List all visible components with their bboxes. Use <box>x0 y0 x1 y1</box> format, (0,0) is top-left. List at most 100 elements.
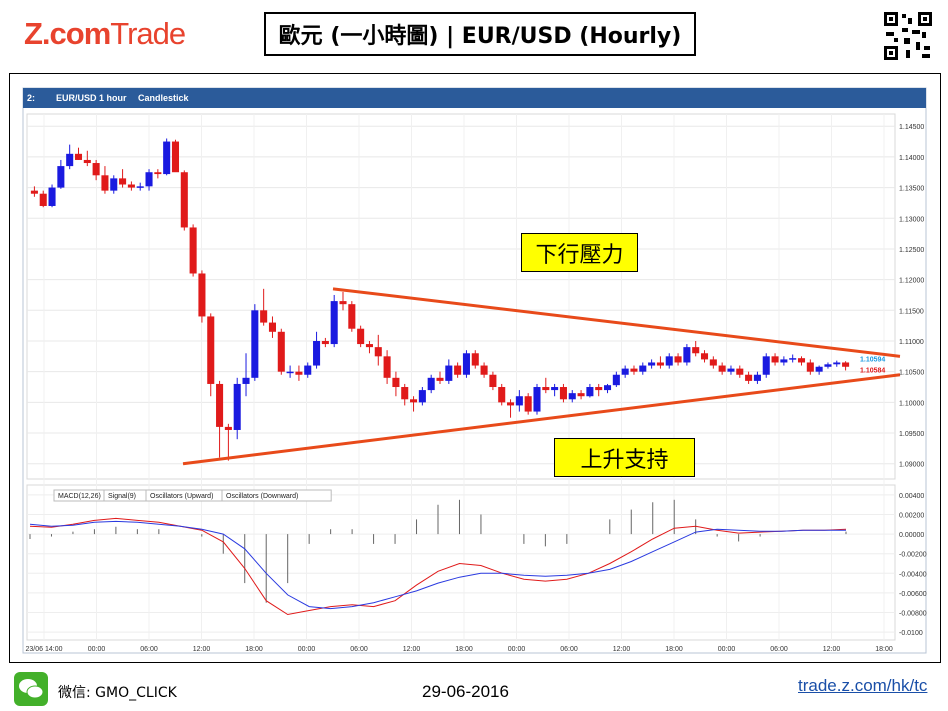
price-tick-label: 1.09000 <box>899 462 924 469</box>
website-link[interactable]: trade.z.com/hk/tc <box>798 676 928 695</box>
candle-body <box>727 368 735 372</box>
candle-body <box>383 356 391 378</box>
candle-body <box>833 362 841 365</box>
candle-body <box>762 356 770 375</box>
candle-body <box>39 193 47 206</box>
indicator-legend-label: Signal(9) <box>108 493 136 500</box>
candle-body <box>233 383 241 430</box>
candle-body <box>277 331 285 372</box>
time-tick-label: 06:00 <box>770 646 788 653</box>
candle-body <box>66 153 74 167</box>
time-tick-label: 00:00 <box>718 646 736 653</box>
time-tick-label: 12:00 <box>823 646 841 653</box>
candle-body <box>392 377 400 388</box>
candle-body <box>348 304 356 329</box>
resistance-trendline <box>332 287 901 358</box>
macd-tick-label: -0.0100 <box>899 630 923 637</box>
candle-body <box>577 393 585 397</box>
candle-body <box>251 310 259 378</box>
time-tick-label: 00:00 <box>88 646 106 653</box>
candle-body <box>445 365 453 381</box>
time-tick-label: 00:00 <box>508 646 526 653</box>
candle-body <box>295 371 303 375</box>
candle-body <box>745 374 753 381</box>
candle-body <box>780 359 788 363</box>
candle-body <box>507 402 515 406</box>
indicator-legend-label: Oscillators (Downward) <box>226 493 298 500</box>
candle-body <box>559 387 567 400</box>
price-tick-label: 1.12000 <box>899 278 924 285</box>
candle-body <box>815 366 823 372</box>
toolbar-label: EUR/USD <box>56 93 97 103</box>
candle-body <box>410 399 418 403</box>
candle-body <box>692 347 700 354</box>
candle-body <box>586 387 594 397</box>
candle-body <box>797 358 806 363</box>
indicator-legend-label: MACD(12,26) <box>58 493 101 500</box>
candle-body <box>656 362 664 366</box>
candle-body <box>110 178 118 191</box>
macd-line <box>29 517 847 616</box>
candle-body <box>268 322 276 332</box>
time-tick-label: 18:00 <box>665 646 683 653</box>
candle-body <box>180 172 188 228</box>
ask-price-label: 1.10594 <box>860 356 885 363</box>
candle-body <box>198 273 206 317</box>
toolbar-label: 1 hour <box>99 93 127 103</box>
time-tick-label: 00:00 <box>298 646 316 653</box>
candle-body <box>824 364 832 367</box>
candle-body <box>480 365 488 375</box>
candle-body <box>127 184 135 188</box>
candle-body <box>374 347 382 357</box>
time-tick-label: 06:00 <box>350 646 368 653</box>
price-tick-label: 1.14500 <box>899 124 924 131</box>
toolbar-label: Candlestick <box>138 93 190 103</box>
candle-body <box>401 387 409 400</box>
support-trendline <box>182 373 901 466</box>
candle-body <box>595 387 603 391</box>
candle-body <box>621 368 629 375</box>
candle-body <box>542 387 550 391</box>
candle-body <box>604 385 612 391</box>
candle-body <box>700 353 709 360</box>
candle-body <box>665 356 673 366</box>
candle-body <box>313 340 321 366</box>
price-tick-label: 1.10500 <box>899 370 924 377</box>
time-tick-label: 06:00 <box>140 646 158 653</box>
candle-body <box>753 374 761 381</box>
candle-body <box>365 344 373 348</box>
candle-body <box>489 374 497 388</box>
candle-body <box>471 353 479 366</box>
candle-body <box>842 362 850 367</box>
candle-body <box>74 153 83 160</box>
indicator-legend-label: Oscillators (Upward) <box>150 493 213 500</box>
price-tick-label: 1.13500 <box>899 186 924 193</box>
candle-body <box>418 390 426 403</box>
candle-body <box>674 356 682 363</box>
candle-body <box>171 141 180 173</box>
candle-body <box>630 368 638 372</box>
page-title: 歐元 (一小時圖) | EUR/USD (Hourly) <box>264 12 696 56</box>
time-tick-label: 18:00 <box>875 646 893 653</box>
candle-body <box>357 328 365 345</box>
candle-body <box>30 190 38 194</box>
candle-body <box>163 141 171 175</box>
price-tick-label: 1.14000 <box>899 155 924 162</box>
support-callout: 上升支持 <box>554 438 695 477</box>
macd-tick-label: 0.00000 <box>899 532 924 539</box>
macd-tick-label: 0.00200 <box>899 513 924 520</box>
candle-body <box>119 178 127 185</box>
price-tick-label: 1.09500 <box>899 431 924 438</box>
candle-body <box>462 353 470 375</box>
time-tick-label: 06:00 <box>560 646 578 653</box>
zcom-trade-logo: Z.comTrade <box>24 16 186 51</box>
candle-body <box>48 187 56 206</box>
wechat-icon <box>14 672 48 706</box>
signal-line <box>29 520 846 610</box>
candle-body <box>551 387 559 391</box>
time-tick-label: 23/06 14:00 <box>26 646 63 653</box>
candle-body <box>718 365 726 372</box>
candle-body <box>736 368 744 375</box>
candle-body <box>136 186 144 188</box>
